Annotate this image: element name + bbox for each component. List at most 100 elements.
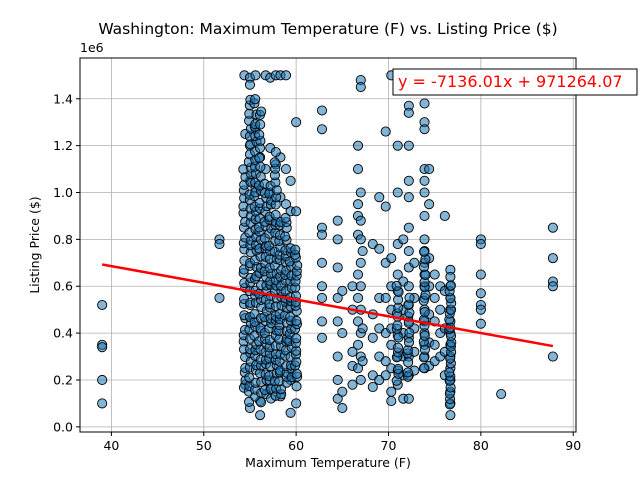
data-point — [435, 304, 446, 315]
y-tick-label: 1.4 — [53, 91, 73, 106]
data-point — [256, 106, 267, 117]
x-tick-label: 80 — [473, 438, 489, 453]
data-point — [392, 140, 403, 151]
data-point — [280, 199, 292, 210]
data-point — [386, 396, 397, 407]
data-point — [291, 315, 302, 327]
x-tick-label: 40 — [103, 438, 119, 453]
data-point — [255, 119, 266, 130]
data-point — [316, 316, 328, 327]
data-point — [357, 323, 368, 334]
data-point — [332, 351, 343, 362]
data-point — [403, 281, 414, 292]
data-point — [97, 374, 108, 386]
data-point — [270, 146, 281, 158]
data-point — [419, 210, 430, 221]
data-point — [380, 201, 391, 212]
data-point — [403, 107, 414, 118]
data-point — [352, 140, 364, 151]
y-tick-label: 0.2 — [53, 372, 73, 387]
data-point — [355, 257, 366, 268]
data-point — [244, 79, 256, 90]
data-point — [393, 332, 404, 343]
data-point — [352, 339, 364, 350]
data-point — [403, 140, 414, 151]
data-point — [97, 398, 108, 409]
scatter-points — [97, 70, 558, 421]
data-point — [290, 244, 301, 255]
y-tick-label: 0.0 — [53, 419, 73, 434]
data-point — [392, 269, 403, 280]
data-point — [269, 157, 280, 168]
data-point — [332, 234, 343, 245]
data-point — [316, 332, 328, 343]
data-point — [352, 292, 364, 304]
data-point — [380, 126, 391, 137]
regression-equation: y = -7136.01x + 971264.07 — [398, 72, 623, 91]
y-tick-label: 0.8 — [53, 232, 73, 247]
x-tick-label: 70 — [381, 438, 397, 453]
y-tick-label: 1.0 — [53, 185, 73, 200]
data-point — [355, 281, 366, 292]
data-point — [291, 381, 302, 392]
data-point — [97, 342, 108, 353]
data-point — [439, 210, 450, 221]
data-point — [352, 269, 364, 280]
data-point — [255, 410, 266, 421]
data-point — [355, 234, 366, 245]
data-point — [392, 342, 403, 353]
data-point — [445, 271, 456, 282]
data-point — [280, 231, 291, 242]
chart-title: Washington: Maximum Temperature (F) vs. … — [98, 20, 557, 38]
data-point — [380, 370, 391, 381]
data-point — [386, 253, 397, 264]
data-point — [347, 379, 358, 390]
data-point — [403, 192, 414, 203]
data-point — [374, 243, 385, 254]
data-point — [280, 164, 292, 175]
data-point — [347, 281, 358, 292]
data-point — [316, 105, 328, 116]
data-point — [374, 192, 385, 203]
data-point — [250, 70, 261, 81]
data-point — [332, 292, 343, 304]
data-point — [316, 292, 328, 304]
data-point — [380, 356, 391, 367]
data-point — [357, 246, 368, 257]
data-point — [270, 209, 281, 220]
data-point — [291, 368, 302, 379]
data-point — [254, 152, 265, 164]
data-point — [419, 124, 430, 135]
data-point — [419, 246, 430, 257]
data-point — [337, 386, 348, 397]
regression-equation-box: y = -7136.01x + 971264.07 — [392, 68, 638, 96]
x-tick-label: 90 — [565, 438, 581, 453]
regression-line — [101, 263, 554, 348]
data-point — [392, 187, 403, 198]
data-point — [316, 229, 328, 240]
data-point — [332, 393, 343, 404]
data-point — [352, 363, 364, 374]
data-point — [392, 320, 403, 331]
data-point — [547, 253, 558, 264]
data-point — [404, 327, 415, 338]
data-point — [475, 239, 486, 250]
data-point — [316, 281, 328, 292]
y-offset-label: 1e6 — [80, 40, 104, 55]
data-point — [254, 129, 265, 140]
data-point — [285, 407, 296, 418]
data-point — [429, 292, 440, 304]
regression-line-group — [101, 263, 554, 348]
data-point — [444, 367, 455, 378]
x-axis-label: Maximum Temperature (F) — [245, 455, 411, 470]
data-point — [409, 257, 420, 268]
data-point — [419, 98, 430, 109]
data-point — [355, 215, 366, 226]
data-point — [337, 285, 348, 296]
data-point — [357, 356, 368, 367]
data-point — [398, 234, 409, 245]
data-point — [355, 187, 366, 198]
data-point — [475, 304, 486, 315]
data-point — [97, 299, 108, 311]
data-point — [547, 222, 558, 233]
